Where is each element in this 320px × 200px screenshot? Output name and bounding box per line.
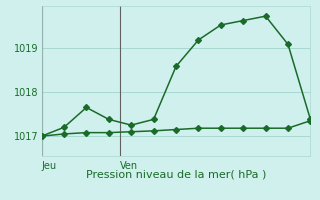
X-axis label: Pression niveau de la mer( hPa ): Pression niveau de la mer( hPa ) bbox=[86, 170, 266, 180]
Text: Jeu: Jeu bbox=[42, 161, 57, 171]
Text: Ven: Ven bbox=[120, 161, 138, 171]
